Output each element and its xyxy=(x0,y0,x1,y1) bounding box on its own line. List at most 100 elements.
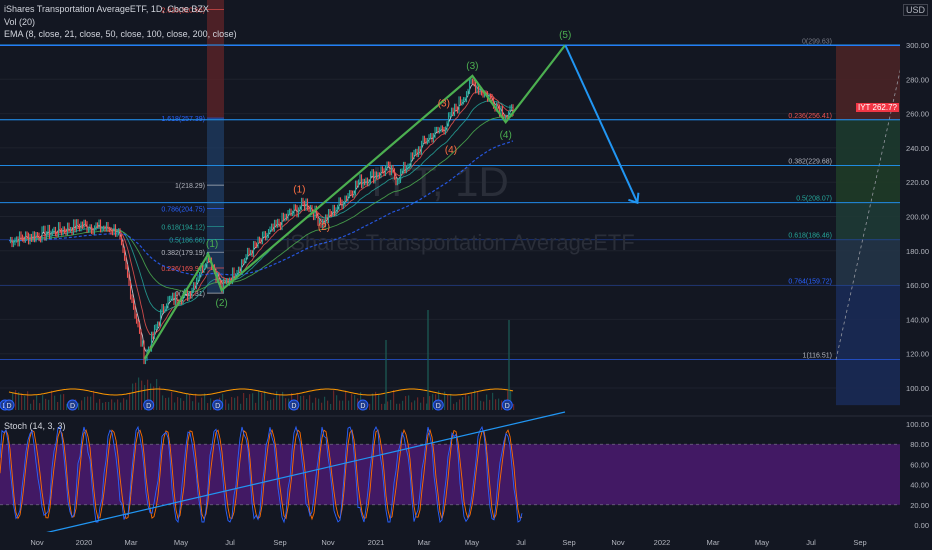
volume-bar xyxy=(93,390,95,410)
time-tick-label: Mar xyxy=(707,538,720,547)
time-tick-label: Sep xyxy=(273,538,286,547)
horizontal-levels[interactable] xyxy=(0,44,900,204)
volume-bar xyxy=(303,395,305,410)
time-tick-label: 2020 xyxy=(76,538,93,547)
stoch-axis: 100.00 80.00 60.00 40.00 20.00 0.00 xyxy=(900,417,932,531)
currency-button[interactable]: USD xyxy=(902,4,928,16)
volume-bar xyxy=(450,394,452,410)
time-tick-label: Nov xyxy=(611,538,625,547)
price-tag-value: 262.7? xyxy=(872,103,897,112)
wave-path[interactable] xyxy=(143,44,567,360)
volume-bar xyxy=(210,398,212,410)
legend-symbol[interactable]: iShares Transportation AverageETF, 1D, C… xyxy=(4,4,212,14)
volume-bar xyxy=(384,403,386,410)
legend-ema[interactable]: EMA (8, close, 21, close, 50, close, 100… xyxy=(4,29,240,39)
time-tick-label: Sep xyxy=(562,538,575,547)
volume-bar xyxy=(114,402,116,410)
dividend-marker[interactable] xyxy=(501,399,513,411)
volume-bar xyxy=(60,394,62,410)
price-tick-label: 180.00 xyxy=(906,247,929,256)
volume-bar xyxy=(48,399,50,410)
volume-bar xyxy=(402,400,404,410)
volume-bar xyxy=(495,399,497,410)
price-tick-label: 240.00 xyxy=(906,144,929,153)
volume-bar xyxy=(201,397,203,410)
volume-bar xyxy=(117,399,119,410)
time-tick-label: Jul xyxy=(516,538,526,547)
volume-bar xyxy=(321,402,323,410)
inner-wave-label: (4) xyxy=(445,145,457,156)
legend-stoch-text: Stoch (14, 3, 3) xyxy=(4,421,66,431)
stoch-tick-label: 60.00 xyxy=(910,460,929,469)
projection-line[interactable] xyxy=(564,44,639,204)
dividend-marker[interactable] xyxy=(3,399,15,411)
volume-bar xyxy=(339,400,341,410)
dividend-marker[interactable] xyxy=(212,399,224,411)
volume-bar xyxy=(447,394,449,410)
volume-bar xyxy=(222,393,224,410)
volume-bar xyxy=(345,390,347,410)
price-series[interactable] xyxy=(9,78,514,365)
time-tick-label: May xyxy=(174,538,188,547)
dividend-marker[interactable] xyxy=(66,399,78,411)
fib-zone xyxy=(836,202,902,240)
volume-bar xyxy=(192,401,194,410)
price-tick-label: 260.00 xyxy=(906,110,929,119)
dividend-marker[interactable] xyxy=(357,399,369,411)
volume-bar xyxy=(276,391,278,410)
volume-bar xyxy=(162,395,164,410)
volume-bar xyxy=(78,403,80,410)
fib-level-label: 0(299.63) xyxy=(802,39,832,46)
volume-bar xyxy=(24,396,26,410)
legend-volume-text: Vol (20) xyxy=(4,17,36,27)
fib-zone xyxy=(836,359,902,406)
volume-bar xyxy=(18,392,20,410)
legend-volume[interactable]: Vol (20) xyxy=(4,17,38,27)
volume-bar xyxy=(279,394,281,410)
volume-bar xyxy=(15,390,17,410)
dividend-markers[interactable]: DDDDDDDDD xyxy=(0,399,513,411)
volume-bar xyxy=(255,402,257,410)
volume-bar xyxy=(165,397,167,410)
fib-level-label: 0.236(256.41) xyxy=(788,113,832,120)
volume-bar xyxy=(126,399,128,410)
legend-stoch[interactable]: Stoch (14, 3, 3) xyxy=(4,421,69,431)
stoch-trendline[interactable] xyxy=(44,411,566,534)
price-tick-label: 140.00 xyxy=(906,315,929,324)
volume-bar xyxy=(30,403,32,410)
volume-bar xyxy=(300,395,302,410)
projection-arrow[interactable] xyxy=(564,44,640,205)
projection-arrowhead xyxy=(628,192,640,205)
volume-bar xyxy=(111,399,113,410)
dividend-marker[interactable] xyxy=(288,399,300,411)
volume-bar xyxy=(348,400,350,410)
stochastic-pane[interactable] xyxy=(0,411,900,534)
time-axis[interactable]: Nov 2020 Mar May Jul Sep Nov 2021 Mar May Jul Sep No… xyxy=(0,532,932,550)
volume-bar xyxy=(141,380,143,410)
dividend-marker[interactable] xyxy=(143,399,155,411)
volume-bar xyxy=(66,403,68,410)
volume-bar xyxy=(483,401,485,410)
ema-line xyxy=(8,91,514,336)
volume-bar xyxy=(159,386,161,410)
dividend-marker[interactable] xyxy=(432,399,444,411)
volume-bar xyxy=(96,402,98,410)
volume-bar xyxy=(42,395,44,410)
volume-bar xyxy=(171,391,173,410)
volume-bar xyxy=(489,399,491,410)
wave-label: (4) xyxy=(500,130,512,141)
price-tick-label: 200.00 xyxy=(906,213,929,222)
elliott-wave-drawing[interactable]: (1) (2) (3) (4) (5) (1) (2) (3) (4) xyxy=(143,30,572,360)
volume-bar xyxy=(228,403,230,410)
fib-left-zone xyxy=(207,118,224,294)
price-axis[interactable]: 300.00 280.00 260.00 240.00 220.00 200.00 180.… xyxy=(900,0,932,416)
stoch-d-line xyxy=(0,428,523,521)
volume-bar xyxy=(246,397,248,410)
volume-bar xyxy=(84,397,86,410)
volume-bar xyxy=(153,386,155,410)
volume-bar xyxy=(378,394,380,410)
volume-bar xyxy=(249,394,251,410)
fib-zone xyxy=(836,119,902,166)
volume-bar xyxy=(51,390,53,410)
